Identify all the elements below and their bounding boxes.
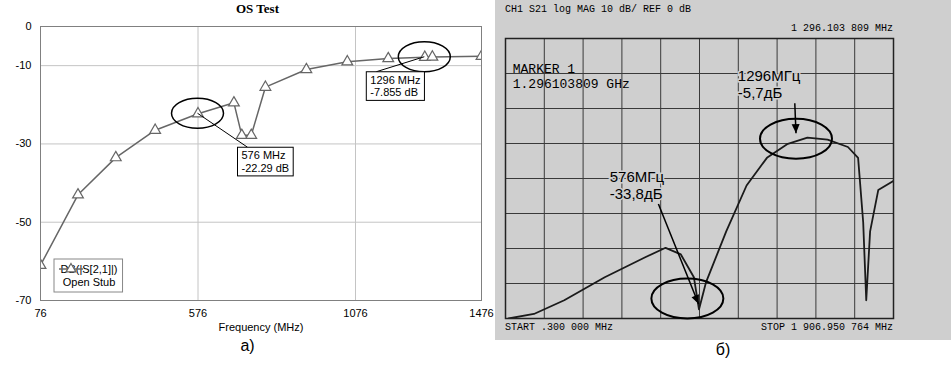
svg-text:76: 76 [34,307,46,319]
html-text:а): а) [240,337,255,354]
svg-text:1296 MHz-7.855 dB: 1296 MHz-7.855 dB [370,74,420,99]
svg-text:1476: 1476 [469,307,493,319]
svg-text:576МГц-33,8дБ: 576МГц-33,8дБ [610,168,665,202]
svg-text:1 296.103 809 MHz: 1 296.103 809 MHz [791,23,893,34]
svg-text:CH1 S21 log MAG 10 dB/ REF 0 d: CH1 S21 log MAG 10 dB/ REF 0 dB [505,4,691,15]
svg-text:Open Stub: Open Stub [63,276,116,288]
svg-text:576: 576 [189,307,207,319]
svg-text:-50: -50 [16,216,32,228]
svg-text:START .300 000 MHz: START .300 000 MHz [505,322,613,333]
svg-text:1296МГц-5,7дБ: 1296МГц-5,7дБ [738,67,801,101]
svg-text:576 MHz-22.29 dB: 576 MHz-22.29 dB [242,149,290,174]
svg-text:Frequency (MHz): Frequency (MHz) [219,321,304,333]
html-text:OS Test: OS Test [236,1,279,16]
svg-text:DB(|S[2,1]|): DB(|S[2,1]|) [60,263,117,275]
svg-text:-70: -70 [16,294,32,306]
svg-text:MARKER 11.296103809 GHz: MARKER 11.296103809 GHz [513,62,630,92]
svg-text:-30: -30 [16,137,32,149]
svg-text:STOP 1 906.950 764 MHz: STOP 1 906.950 764 MHz [761,322,893,333]
svg-text:0: 0 [25,20,31,32]
html-text:б): б) [715,341,731,358]
svg-text:1076: 1076 [343,307,367,319]
svg-text:-10: -10 [16,59,32,71]
